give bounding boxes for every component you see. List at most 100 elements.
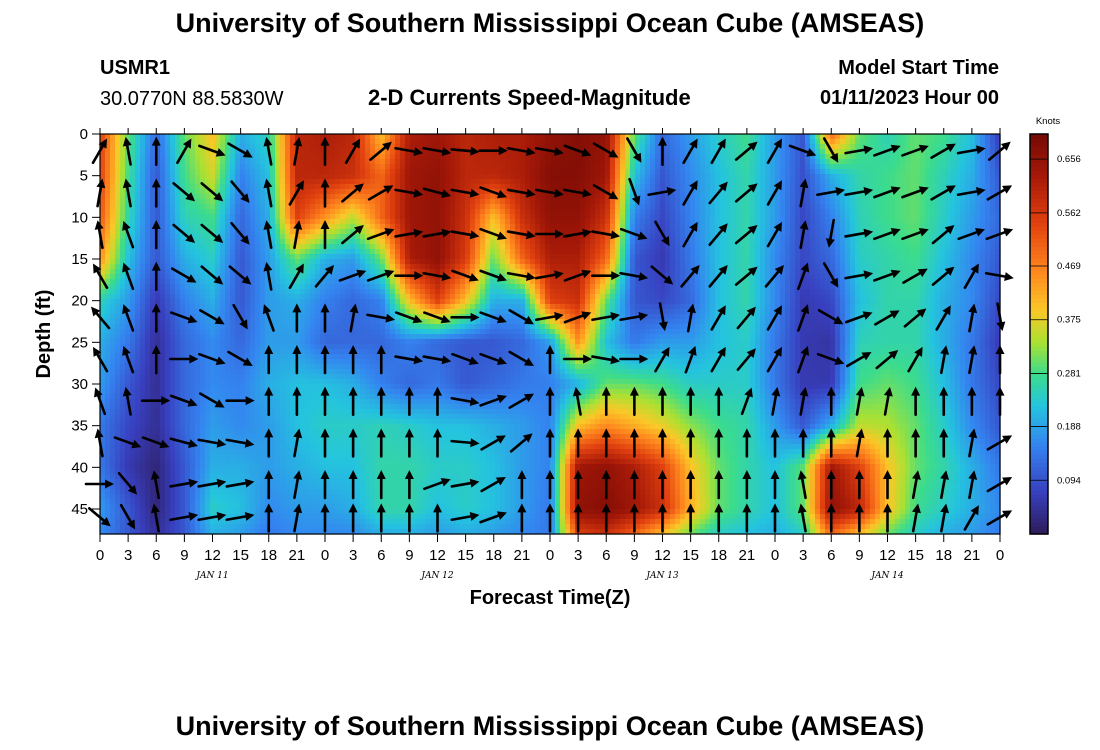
heatmap-cell bbox=[785, 189, 791, 195]
heatmap-cell bbox=[885, 234, 891, 240]
heatmap-cell bbox=[150, 254, 156, 260]
heatmap-cell bbox=[410, 254, 416, 260]
heatmap-cell bbox=[980, 249, 986, 255]
heatmap-cell bbox=[800, 174, 806, 180]
heatmap-cell bbox=[505, 264, 511, 270]
heatmap-cell bbox=[360, 149, 366, 155]
heatmap-cell bbox=[190, 249, 196, 255]
heatmap-cell bbox=[665, 224, 671, 230]
heatmap-cell bbox=[155, 269, 161, 275]
heatmap-cell bbox=[525, 164, 531, 170]
heatmap-cell bbox=[320, 269, 326, 275]
heatmap-cell bbox=[310, 154, 316, 160]
heatmap-cell bbox=[270, 234, 276, 240]
heatmap-cell bbox=[460, 164, 466, 170]
heatmap-cell bbox=[575, 244, 581, 250]
heatmap-cell bbox=[620, 194, 626, 200]
heatmap-cell bbox=[425, 204, 431, 210]
heatmap-cell bbox=[910, 199, 916, 205]
heatmap-cell bbox=[240, 144, 246, 150]
heatmap-cell bbox=[260, 164, 266, 170]
heatmap-cell bbox=[755, 219, 761, 225]
heatmap-cell bbox=[135, 259, 141, 265]
heatmap-cell bbox=[620, 209, 626, 215]
heatmap-cell bbox=[415, 179, 421, 185]
heatmap-cell bbox=[345, 179, 351, 185]
heatmap-cell bbox=[280, 144, 286, 150]
heatmap-cell bbox=[215, 229, 221, 235]
heatmap-cell bbox=[125, 169, 131, 175]
heatmap-cell bbox=[865, 194, 871, 200]
heatmap-cell bbox=[560, 144, 566, 150]
heatmap-cell bbox=[855, 154, 861, 160]
heatmap-cell bbox=[215, 224, 221, 230]
heatmap-cell bbox=[380, 169, 386, 175]
heatmap-cell bbox=[140, 159, 146, 165]
heatmap-cell bbox=[745, 269, 751, 275]
heatmap-cell bbox=[200, 179, 206, 185]
heatmap-cell bbox=[370, 164, 376, 170]
heatmap-cell bbox=[150, 154, 156, 160]
heatmap-cell bbox=[560, 269, 566, 275]
heatmap-cell bbox=[330, 189, 336, 195]
heatmap-cell bbox=[225, 204, 231, 210]
heatmap-cell bbox=[205, 134, 211, 140]
heatmap-cell bbox=[540, 239, 546, 245]
heatmap-cell bbox=[455, 264, 461, 270]
heatmap-cell bbox=[425, 199, 431, 205]
heatmap-cell bbox=[605, 159, 611, 165]
heatmap-cell bbox=[960, 204, 966, 210]
heatmap-cell bbox=[135, 209, 141, 215]
heatmap-cell bbox=[145, 174, 151, 180]
heatmap-cell bbox=[845, 139, 851, 145]
heatmap-cell bbox=[400, 179, 406, 185]
heatmap-cell bbox=[165, 174, 171, 180]
heatmap-cell bbox=[395, 134, 401, 140]
heatmap-cell bbox=[140, 249, 146, 255]
chart-subtitle: 2-D Currents Speed-Magnitude bbox=[368, 85, 691, 110]
heatmap-cell bbox=[995, 214, 1001, 220]
heatmap-cell bbox=[430, 144, 436, 150]
heatmap-cell bbox=[915, 244, 921, 250]
heatmap-cell bbox=[805, 209, 811, 215]
heatmap-cell bbox=[535, 169, 541, 175]
heatmap-cell bbox=[935, 214, 941, 220]
heatmap-cell bbox=[695, 214, 701, 220]
heatmap-cell bbox=[255, 159, 261, 165]
heatmap-cell bbox=[340, 159, 346, 165]
heatmap-cell bbox=[225, 154, 231, 160]
heatmap-cell bbox=[535, 219, 541, 225]
heatmap-cell bbox=[725, 174, 731, 180]
heatmap-cell bbox=[340, 194, 346, 200]
heatmap-cell bbox=[445, 194, 451, 200]
heatmap-cell bbox=[335, 229, 341, 235]
heatmap-cell bbox=[450, 194, 456, 200]
heatmap-cell bbox=[280, 234, 286, 240]
heatmap-cell bbox=[945, 189, 951, 195]
heatmap-cell bbox=[470, 209, 476, 215]
heatmap-cell bbox=[440, 179, 446, 185]
heatmap-cell bbox=[910, 174, 916, 180]
heatmap-cell bbox=[410, 244, 416, 250]
heatmap-cell bbox=[615, 179, 621, 185]
heatmap-cell bbox=[720, 234, 726, 240]
heatmap-cell bbox=[350, 214, 356, 220]
heatmap-cell bbox=[320, 134, 326, 140]
heatmap-cell bbox=[990, 139, 996, 145]
heatmap-cell bbox=[790, 249, 796, 255]
heatmap-cell bbox=[100, 224, 106, 230]
heatmap-cell bbox=[265, 199, 271, 205]
heatmap-cell bbox=[765, 194, 771, 200]
heatmap-cell bbox=[685, 214, 691, 220]
heatmap-cell bbox=[840, 169, 846, 175]
heatmap-cell bbox=[795, 144, 801, 150]
heatmap-cell bbox=[780, 169, 786, 175]
heatmap-cell bbox=[480, 204, 486, 210]
heatmap-cell bbox=[235, 259, 241, 265]
heatmap-cell bbox=[600, 154, 606, 160]
heatmap-cell bbox=[290, 154, 296, 160]
heatmap-cell bbox=[835, 254, 841, 260]
heatmap-cell bbox=[160, 269, 166, 275]
heatmap-cell bbox=[320, 159, 326, 165]
heatmap-cell bbox=[280, 149, 286, 155]
